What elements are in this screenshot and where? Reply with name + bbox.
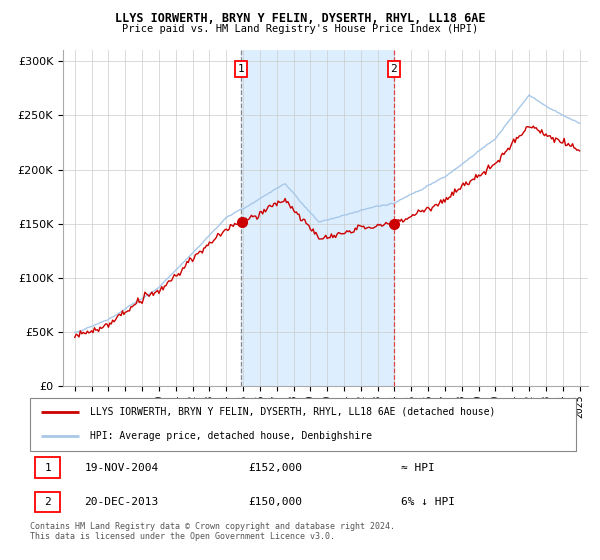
Text: 1: 1 xyxy=(44,463,51,473)
Text: 20-DEC-2013: 20-DEC-2013 xyxy=(85,497,159,507)
FancyBboxPatch shape xyxy=(35,458,60,478)
Bar xyxy=(241,50,394,386)
Text: Contains HM Land Registry data © Crown copyright and database right 2024.
This d: Contains HM Land Registry data © Crown c… xyxy=(30,522,395,542)
Text: £150,000: £150,000 xyxy=(248,497,302,507)
Text: 1: 1 xyxy=(238,64,244,74)
Text: HPI: Average price, detached house, Denbighshire: HPI: Average price, detached house, Denb… xyxy=(90,431,372,441)
Text: 19-NOV-2004: 19-NOV-2004 xyxy=(85,463,159,473)
FancyBboxPatch shape xyxy=(30,398,576,451)
Text: £152,000: £152,000 xyxy=(248,463,302,473)
Text: 2: 2 xyxy=(391,64,397,74)
Text: Price paid vs. HM Land Registry's House Price Index (HPI): Price paid vs. HM Land Registry's House … xyxy=(122,24,478,34)
Text: 2: 2 xyxy=(44,497,51,507)
FancyBboxPatch shape xyxy=(35,492,60,512)
Text: LLYS IORWERTH, BRYN Y FELIN, DYSERTH, RHYL, LL18 6AE (detached house): LLYS IORWERTH, BRYN Y FELIN, DYSERTH, RH… xyxy=(90,407,496,417)
Text: LLYS IORWERTH, BRYN Y FELIN, DYSERTH, RHYL, LL18 6AE: LLYS IORWERTH, BRYN Y FELIN, DYSERTH, RH… xyxy=(115,12,485,25)
Text: ≈ HPI: ≈ HPI xyxy=(401,463,435,473)
Text: 6% ↓ HPI: 6% ↓ HPI xyxy=(401,497,455,507)
